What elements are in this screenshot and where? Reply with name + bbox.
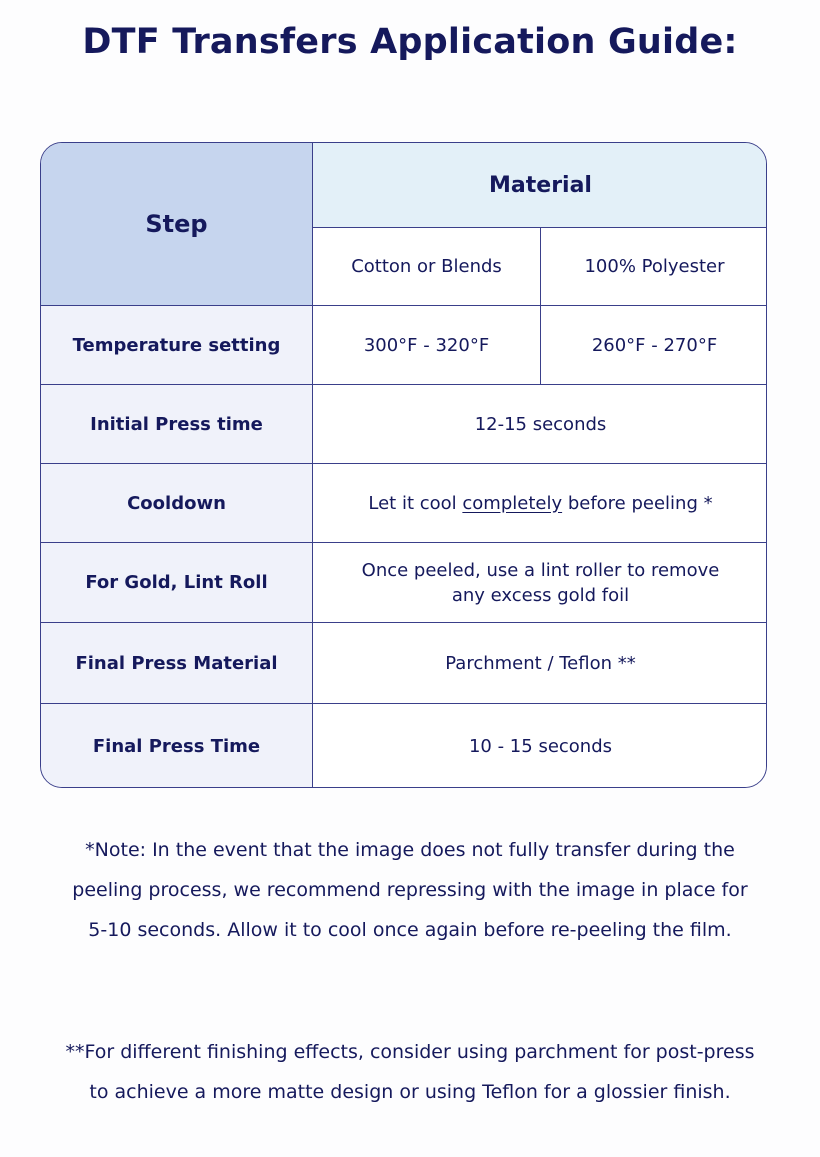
step-final-press-material: Final Press Material: [41, 623, 313, 704]
application-guide-table: Step Material Cotton or Blends 100% Poly…: [40, 142, 767, 788]
step-gold-lint-roll: For Gold, Lint Roll: [41, 543, 313, 623]
note-repressing: *Note: In the event that the image does …: [72, 839, 748, 941]
initial-press-value: 12-15 seconds: [313, 385, 766, 464]
material-polyester-header: 100% Polyester: [541, 228, 766, 306]
material-cotton-header: Cotton or Blends: [313, 228, 541, 306]
material-header: Material: [313, 143, 766, 228]
step-cooldown: Cooldown: [41, 464, 313, 543]
cooldown-text-before: Let it cool: [368, 492, 463, 514]
gold-lint-roll-value: Once peeled, use a lint roller to remove…: [313, 543, 766, 623]
step-initial-press: Initial Press time: [41, 385, 313, 464]
note-finishing: **For different finishing effects, consi…: [65, 1041, 755, 1103]
step-temperature: Temperature setting: [41, 306, 313, 385]
final-press-time-value: 10 - 15 seconds: [313, 704, 766, 787]
page-title: DTF Transfers Application Guide:: [82, 22, 738, 62]
cooldown-text-underlined: completely: [462, 492, 563, 514]
temperature-cotton: 300°F - 320°F: [313, 306, 541, 385]
cooldown-text-after: before peeling *: [562, 492, 713, 514]
final-press-material-value: Parchment / Teflon **: [313, 623, 766, 704]
temperature-polyester: 260°F - 270°F: [541, 306, 766, 385]
cooldown-value: Let it cool completely before peeling *: [313, 464, 766, 543]
gold-lint-roll-text: Once peeled, use a lint roller to remove…: [361, 559, 720, 606]
step-header: Step: [41, 143, 313, 306]
step-final-press-time: Final Press Time: [41, 704, 313, 787]
